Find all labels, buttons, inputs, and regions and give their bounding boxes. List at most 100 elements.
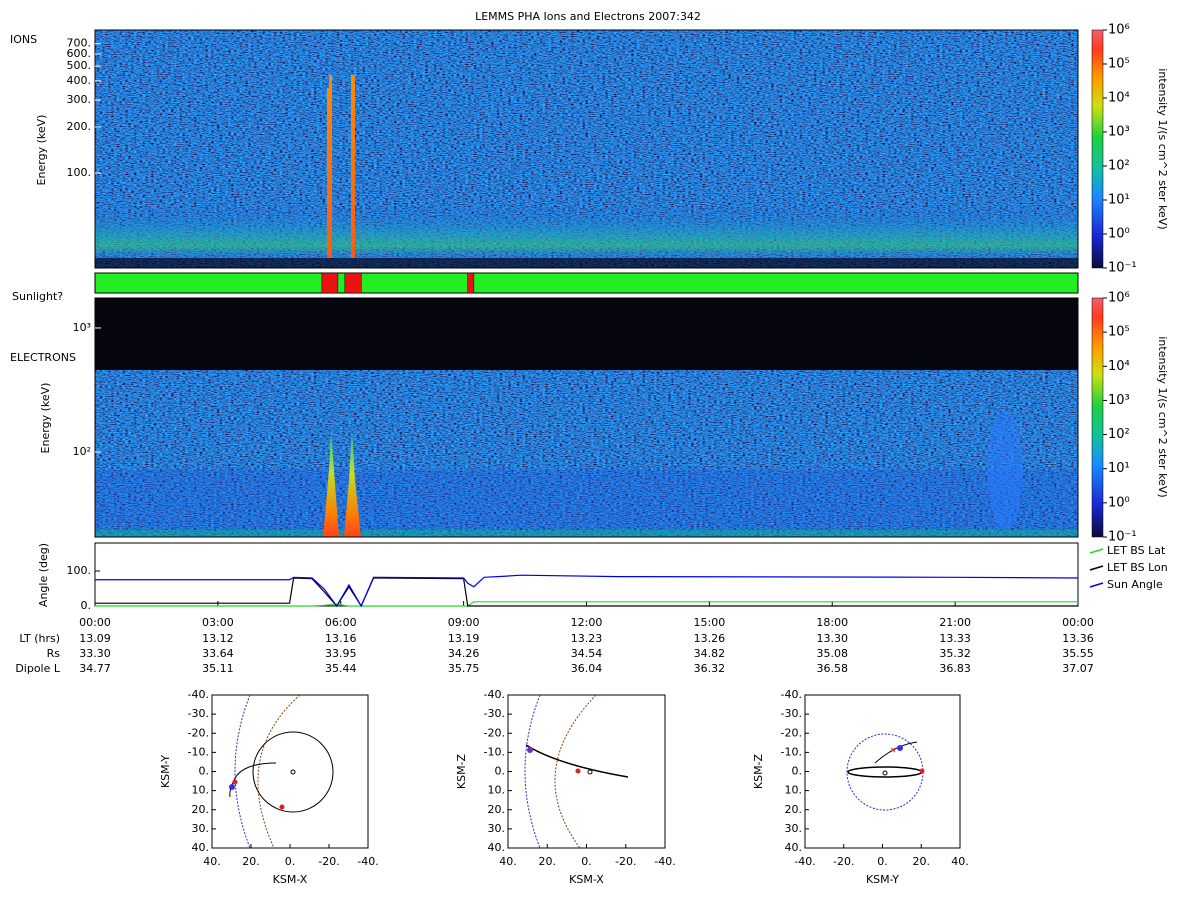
titan-orbit [252, 731, 334, 813]
y-tick-label: 40. [785, 841, 803, 854]
electrons-blob [987, 410, 1023, 530]
row-value: 13.09 [79, 632, 111, 645]
trajectory [874, 741, 918, 764]
colorbar-tick-label: 10³ [1108, 125, 1130, 140]
colorbar-tick-label: 10⁶ [1108, 291, 1130, 306]
series-line [95, 601, 1078, 607]
y-tick-label: 20. [488, 803, 506, 816]
x-tick-label: 20. [913, 855, 931, 868]
y-tick-label: 0. [199, 765, 210, 778]
y-tick-label: 10. [192, 784, 210, 797]
y-tick-label: 700. [67, 37, 92, 50]
spacecraft [897, 745, 903, 751]
row-value: 33.64 [202, 647, 234, 660]
shadow-interval [344, 272, 362, 294]
marker [279, 804, 285, 810]
y-tick-label: -10. [484, 745, 505, 758]
y-tick-label: 500. [67, 59, 92, 72]
row-value: 13.19 [448, 632, 480, 645]
row-value: 13.36 [1062, 632, 1094, 645]
sunlight-label: Sunlight? [12, 290, 63, 303]
y-tick-label: 20. [192, 803, 210, 816]
legend-swatch [1089, 548, 1104, 554]
x-tick-label: 0. [581, 855, 592, 868]
legend-swatch [1089, 582, 1104, 588]
y-tick-label: -20. [188, 726, 209, 739]
colorbar-tick-label: 10⁶ [1108, 23, 1130, 38]
row-value: 37.07 [1062, 662, 1094, 675]
orbit-frame [804, 694, 961, 849]
x-axis-label: KSM-X [273, 873, 308, 886]
colorbar [1091, 297, 1104, 538]
legend-label: LET BS Lon [1107, 561, 1168, 574]
y-tick-label: 10. [488, 784, 506, 797]
colorbar-tick-label: 10¹ [1108, 193, 1130, 208]
y-tick-label: 400. [67, 74, 92, 87]
orbit-frame [507, 694, 666, 849]
y-axis-label: KSM-Z [455, 753, 468, 789]
x-tick-label: 0. [285, 855, 296, 868]
y-tick-label: 600. [67, 47, 92, 60]
colorbar-tick-label: 10³ [1108, 393, 1130, 408]
x-tick-label: 06:00 [325, 616, 357, 629]
y-tick-label: 0. [495, 765, 506, 778]
x-tick-label: -40. [794, 855, 815, 868]
electrons-frame [94, 297, 1079, 538]
y-tick-label: -30. [188, 707, 209, 720]
colorbar-tick-label: 10⁻¹ [1108, 530, 1137, 545]
marker [919, 768, 925, 774]
y-tick-label: 30. [192, 822, 210, 835]
marker [232, 779, 238, 785]
row-value: 35.11 [202, 662, 234, 675]
y-tick-label: -40. [781, 688, 802, 701]
legend-swatch [1089, 565, 1104, 571]
electrons-texture [95, 370, 1078, 537]
saturn [587, 769, 593, 775]
saturn [882, 770, 888, 776]
row-value: 35.08 [817, 647, 849, 660]
colorbar-tick-label: 10⁰ [1108, 227, 1130, 242]
ions-floor [95, 258, 1078, 268]
x-tick-label: 40. [203, 855, 221, 868]
x-tick-label: 00:00 [1062, 616, 1094, 629]
colorbar-tick-label: 10² [1108, 427, 1130, 442]
x-tick-label: 40. [499, 855, 517, 868]
chart-title: LEMMS PHA Ions and Electrons 2007:342 [475, 10, 701, 23]
row-value: 35.32 [939, 647, 971, 660]
y-tick-label: 10³ [73, 321, 91, 334]
electrons-spike [344, 430, 361, 537]
legend-label: Sun Angle [1107, 578, 1163, 591]
row-label: Dipole L [15, 662, 61, 675]
colorbar-tick-label: 10⁴ [1108, 359, 1130, 374]
y-axis-label: KSM-Y [159, 755, 172, 788]
magnetopause [257, 694, 301, 849]
trajectory [525, 744, 629, 778]
y-tick-label: -10. [781, 745, 802, 758]
y-tick-label: 0. [792, 765, 803, 778]
row-value: 34.26 [448, 647, 480, 660]
y-tick-label: 200. [67, 120, 92, 133]
x-tick-label: 21:00 [939, 616, 971, 629]
y-tick-label: 0. [81, 599, 92, 612]
y-tick-label: 300. [67, 93, 92, 106]
y-axis-label: Energy (keV) [35, 115, 48, 186]
electrons-band [95, 470, 1078, 530]
orbit-frame [211, 694, 369, 849]
x-tick-label: 12:00 [571, 616, 603, 629]
row-value: 36.83 [939, 662, 971, 675]
row-value: 13.16 [325, 632, 357, 645]
row-value: 33.30 [79, 647, 111, 660]
ions-frame [94, 29, 1079, 269]
row-value: 33.95 [325, 647, 357, 660]
angle-panel [94, 542, 1079, 607]
ions-spike [351, 75, 355, 258]
row-value: 34.82 [694, 647, 726, 660]
y-tick-label: -40. [188, 688, 209, 701]
row-value: 13.26 [694, 632, 726, 645]
ions-band [95, 205, 1078, 260]
colorbar-tick-label: 10⁵ [1108, 325, 1130, 340]
row-value: 36.58 [817, 662, 849, 675]
series-line [95, 574, 1079, 608]
